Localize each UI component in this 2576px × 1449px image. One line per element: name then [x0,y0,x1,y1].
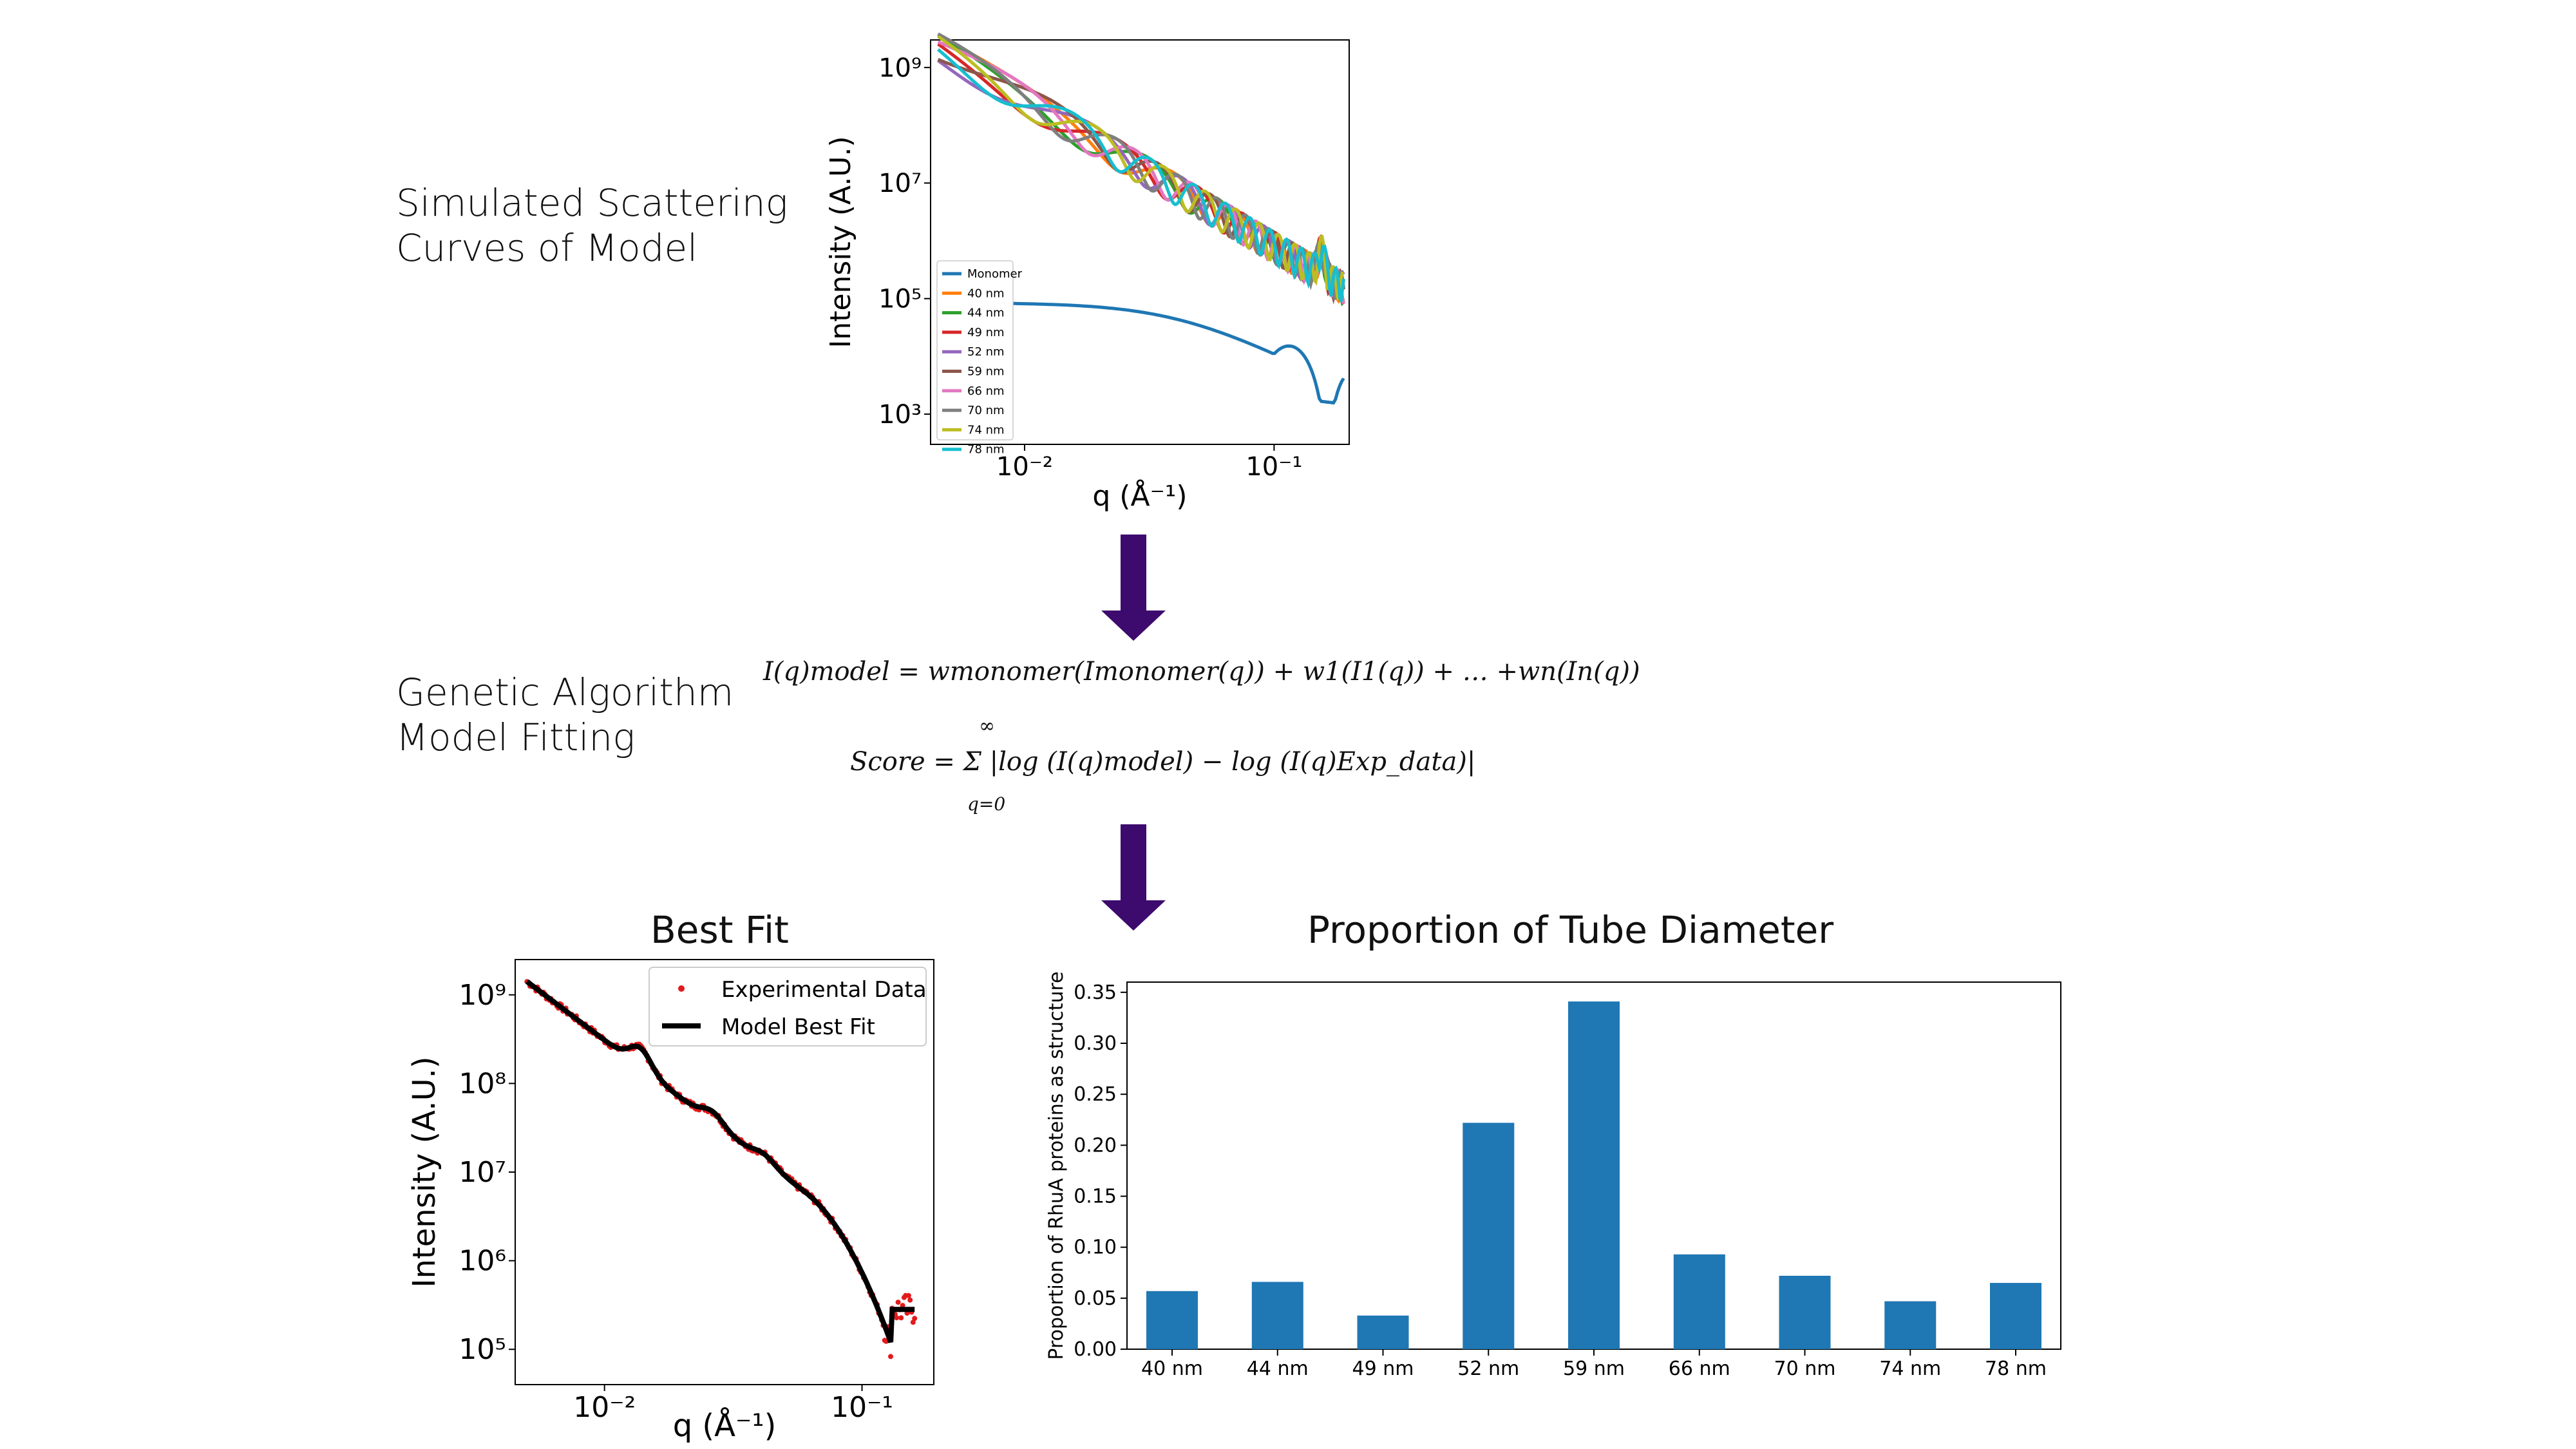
step-label-simulated: Simulated Scattering Curves of Model [396,181,788,270]
bar [1251,1282,1303,1349]
axis-ticks: 10⁻² 10⁻¹ 10⁹ 10⁷ 10⁵ 10³ [878,53,1302,482]
x-tick-label: 49 nm [1352,1358,1414,1380]
y-tick-label: 10⁷ [878,169,922,198]
y-tick-label: 10³ [878,400,922,430]
y-tick-label: 0.00 [1074,1338,1117,1361]
x-tick-label: 10⁻¹ [831,1391,893,1424]
y-tick-label: 10⁹ [878,53,922,83]
legend-label: Model Best Fit [721,1014,875,1040]
series-line [937,35,1344,301]
x-axis-label: q (Å⁻¹) [673,1407,777,1443]
legend-label: 78 nm [967,443,1005,457]
legend-label: 49 nm [967,326,1005,339]
legend-label: 44 nm [967,307,1005,320]
data-point [894,1315,900,1321]
legend-label: 59 nm [967,365,1005,379]
x-tick-label: 10⁻² [573,1391,636,1424]
x-tick-label: 74 nm [1879,1358,1941,1380]
bar [1779,1276,1831,1349]
y-tick-label: 0.20 [1074,1134,1117,1157]
legend-label: Experimental Data [721,977,927,1003]
x-tick-label: 78 nm [1985,1358,2047,1380]
down-arrow-2 [1101,824,1166,931]
axis-ticks: 0.00 0.05 0.10 0.15 0.20 0.25 0.30 0.35 [1074,981,1127,1361]
model-formula: I(q)model = wmonomer(Imonomer(q)) + w1(I… [763,657,1640,687]
score-formula: Score = Σ |log (I(q)model) − log (I(q)Ex… [850,747,1475,777]
y-tick-label: 0.35 [1074,981,1117,1004]
legend: Monomer 40 nm 44 nm 49 nm 52 nm 59 nm 66 nm 70 … [936,260,1023,457]
y-axis-label: Intensity (A.U.) [824,136,857,348]
y-tick-label: 10⁸ [459,1067,506,1100]
data-point [905,1293,911,1298]
legend-label: 66 nm [967,384,1005,398]
simulated-curves-chart: Monomer 40 nm 44 nm 49 nm 52 nm 59 nm 66 nm 70 … [824,32,1350,513]
data-point [907,1297,913,1303]
sum-lower-limit: q=0 [967,793,1006,815]
legend-label: 52 nm [967,345,1005,359]
x-tick-label: 66 nm [1669,1358,1730,1380]
bar [1990,1283,2041,1349]
score-formula-text: Score = Σ |log (I(q)model) − log (I(q)Ex… [850,747,1476,777]
proportion-chart: 40 nm 44 nm 49 nm 52 nm 59 nm 66 nm 70 nm 74 nm… [1045,971,2061,1380]
y-tick-label: 0.10 [1074,1236,1117,1259]
y-tick-label: 10⁵ [459,1333,506,1366]
y-tick-label: 10⁷ [459,1156,506,1189]
down-arrow-1 [1101,535,1166,641]
data-point [888,1354,893,1359]
data-point [900,1303,905,1309]
x-tick-label: 10⁻¹ [1245,452,1302,482]
x-tick-label: 70 nm [1774,1358,1836,1380]
y-axis-label: Intensity (A.U.) [406,1056,442,1287]
bar [1146,1291,1198,1350]
data-point [898,1315,904,1321]
bar [1463,1122,1515,1349]
data-point [912,1316,918,1321]
series-line [937,48,1345,302]
y-tick-label: 0.25 [1074,1083,1117,1106]
model-formula-text: I(q)model = wmonomer(Imonomer(q)) + w1(I… [763,657,1640,687]
step-label-genetic: Genetic Algorithm Model Fitting [396,670,734,759]
sum-upper-limit: ∞ [979,715,995,737]
y-axis-label: Proportion of RhuA proteins as structure [1045,971,1068,1359]
y-tick-label: 0.05 [1074,1287,1117,1310]
data-group [524,979,918,1359]
y-tick-label: 0.15 [1074,1186,1117,1208]
legend-label: 70 nm [967,404,1005,417]
bar [1568,1001,1620,1349]
x-axis-label: q (Å⁻¹) [1092,478,1187,513]
x-tick-label: 40 nm [1141,1358,1203,1380]
model-fit-line [525,979,915,1343]
axis-ticks: 10⁻² 10⁻¹ 10⁹ 10⁸ 10⁷ 10⁶ 10⁵ [459,979,893,1424]
legend-label: 40 nm [967,287,1005,300]
x-tick-label: 44 nm [1247,1358,1309,1380]
bar [1673,1254,1725,1350]
x-tick-label: 59 nm [1563,1358,1625,1380]
y-tick-label: 10⁶ [459,1245,506,1278]
legend-label: 74 nm [967,423,1005,437]
y-tick-label: 10⁹ [459,979,506,1012]
bar [1884,1301,1937,1349]
data-point [895,1300,901,1305]
best-fit-chart: 10⁻² 10⁻¹ 10⁹ 10⁸ 10⁷ 10⁶ 10⁵ Experimental Dat… [406,959,934,1443]
bar-group: 40 nm 44 nm 49 nm 52 nm 59 nm 66 nm 70 nm 74 nm… [1141,1001,2047,1380]
proportion-title: Proportion of Tube Diameter [1307,908,1834,952]
legend-label: Monomer [967,267,1023,281]
best-fit-title: Best Fit [650,908,789,952]
y-tick-label: 10⁵ [878,285,922,314]
bar [1357,1315,1409,1350]
y-tick-label: 0.30 [1074,1032,1117,1055]
legend: Experimental Data Model Best Fit [649,967,927,1046]
x-tick-label: 52 nm [1457,1358,1519,1380]
x-tick-label: 10⁻² [996,452,1053,482]
